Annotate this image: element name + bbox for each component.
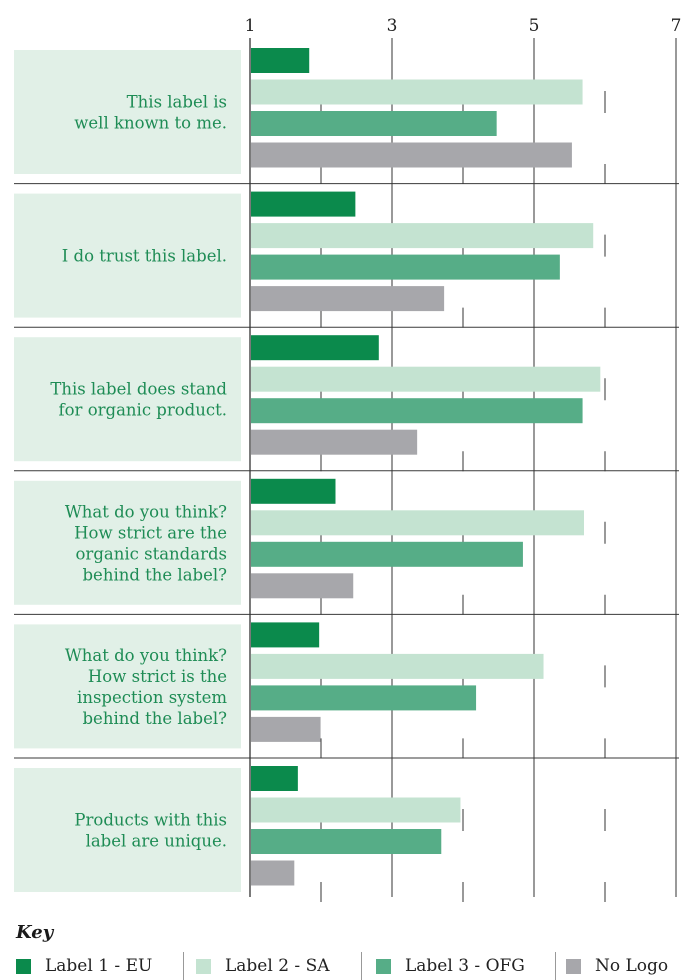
bar-label-3-ofg	[251, 398, 583, 424]
bar-label-1-eu	[251, 48, 310, 73]
x-tick-label: 5	[529, 16, 540, 36]
legend-item: Label 2 - SA	[196, 952, 330, 980]
legend-label: Label 1 - EU	[45, 956, 153, 976]
legend-swatch	[566, 958, 581, 974]
bar-label-2-sa	[251, 510, 584, 536]
bar-label-2-sa	[251, 79, 583, 105]
x-tick-label: 1	[245, 16, 256, 36]
legend-label: Label 3 - OFG	[405, 956, 525, 976]
category-label: How strict are the	[74, 523, 227, 542]
bar-label-1-eu	[251, 622, 320, 648]
bar-label-3-ofg	[251, 254, 560, 280]
category-label: behind the label?	[83, 565, 228, 584]
bar-label-3-ofg	[251, 685, 477, 711]
bar-label-3-ofg	[251, 829, 442, 854]
category-panel	[14, 768, 241, 892]
category-panel	[14, 193, 241, 318]
category-label: label are unique.	[86, 832, 227, 851]
category-label: behind the label?	[83, 709, 228, 728]
chart: 1 3 5 7 This label is well known to me. I do t…	[14, 16, 682, 902]
legend-item: Label 3 - OFG	[376, 952, 525, 980]
x-tick-label: 7	[671, 16, 682, 36]
legend: Label 1 - EU Label 2 - SA Label 3 - OFG No …	[0, 952, 683, 980]
category-label: organic standards	[76, 544, 228, 563]
bar-label-2-sa	[251, 366, 601, 392]
category-panel	[14, 480, 241, 605]
category-label: How strict is the	[88, 667, 227, 686]
category-label: This label is	[127, 93, 227, 112]
bar-label-1-eu	[251, 335, 379, 361]
category-label: What do you think?	[65, 646, 227, 665]
legend-label: No Logo	[595, 956, 669, 976]
x-tick-label: 3	[387, 16, 398, 36]
category-label: well known to me.	[74, 114, 227, 133]
bar-label-1-eu	[251, 191, 356, 217]
category-label: for organic product.	[59, 401, 227, 420]
legend-separator	[183, 952, 184, 980]
category-label: What do you think?	[65, 502, 227, 521]
legend-item: No Logo	[566, 952, 668, 980]
bar-no-logo	[251, 573, 354, 599]
legend-label: Label 2 - SA	[225, 956, 330, 976]
category-label: This label does stand	[50, 380, 227, 399]
bar-label-2-sa	[251, 223, 594, 249]
bar-no-logo	[251, 429, 418, 455]
bar-no-logo	[251, 716, 321, 742]
bar-label-2-sa	[251, 653, 544, 679]
legend-swatch	[376, 958, 391, 974]
category-panel	[14, 624, 241, 749]
category-label: inspection system	[77, 688, 227, 707]
bar-no-logo	[251, 142, 572, 168]
bar-label-3-ofg	[251, 541, 523, 567]
category-panel	[14, 50, 241, 174]
legend-item: Label 1 - EU	[16, 952, 152, 980]
category-label: Products with this	[74, 811, 227, 830]
legend-swatch	[16, 958, 31, 974]
legend-separator	[555, 952, 556, 980]
legend-title: Key	[16, 922, 54, 943]
legend-separator	[361, 952, 362, 980]
category-panel	[14, 337, 241, 462]
legend-swatch	[196, 958, 211, 974]
bar-label-3-ofg	[251, 111, 497, 136]
bar-label-1-eu	[251, 766, 298, 791]
bar-no-logo	[251, 286, 445, 312]
bar-no-logo	[251, 860, 295, 886]
category-label: I do trust this label.	[62, 247, 227, 266]
bar-label-2-sa	[251, 797, 461, 823]
bar-label-1-eu	[251, 478, 336, 504]
